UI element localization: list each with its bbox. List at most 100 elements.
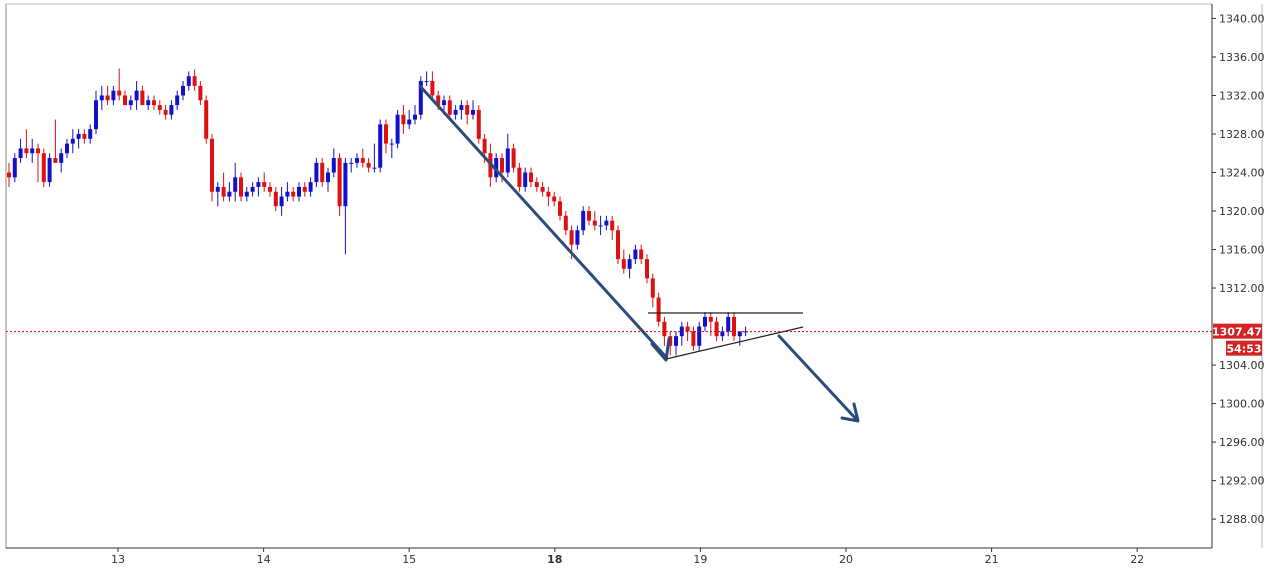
candle-body: [616, 230, 620, 260]
candle-body: [604, 220, 609, 226]
candle-body: [70, 138, 75, 144]
bearish-candle: [384, 119, 388, 154]
bearish-candle: [534, 177, 539, 192]
candle-body: [41, 153, 46, 183]
bullish-candle: [627, 254, 632, 279]
candle-body: [674, 336, 678, 346]
candle-body: [239, 177, 243, 197]
bullish-candle: [349, 158, 354, 173]
candles: [7, 68, 748, 356]
candle-body: [320, 162, 325, 183]
candle-body: [24, 148, 29, 154]
x-tick-label: 21: [985, 553, 999, 566]
triangle-bottom-line: [665, 326, 804, 360]
candle-body: [413, 114, 417, 120]
bearish-candle: [7, 162, 11, 187]
candle-body: [308, 182, 313, 192]
bullish-candle: [227, 182, 232, 202]
bearish-candle: [291, 186, 296, 202]
bullish-candle: [604, 215, 609, 231]
candle-body: [384, 124, 388, 144]
bearish-candle: [616, 225, 620, 264]
drawings: [418, 84, 860, 423]
candle-body: [227, 191, 232, 197]
bearish-candle: [239, 172, 243, 202]
bearish-candle: [563, 211, 568, 236]
bullish-candle: [297, 182, 301, 202]
bullish-candle: [279, 186, 284, 216]
bullish-candle: [424, 71, 429, 86]
candle-body: [621, 259, 626, 269]
candle-body: [401, 114, 406, 125]
candle-body: [355, 158, 359, 163]
candle-body: [453, 109, 458, 115]
bearish-candle: [204, 95, 209, 144]
bearish-candle: [401, 105, 406, 134]
bearish-candle: [592, 211, 597, 231]
candle-body: [53, 158, 58, 163]
bearish-candle: [610, 215, 615, 240]
bullish-candle: [65, 138, 69, 159]
bearish-candle: [662, 316, 667, 346]
candle-body: [697, 326, 702, 346]
bullish-candle: [413, 105, 417, 125]
y-tick-label: 1324.00: [1219, 166, 1265, 179]
bearish-candle: [117, 68, 122, 101]
bullish-candle: [111, 85, 116, 106]
bullish-candle: [215, 182, 220, 207]
y-tick-label: 1328.00: [1219, 128, 1265, 141]
bearish-candle: [210, 133, 214, 202]
bearish-candle: [645, 254, 649, 284]
candle-body: [349, 162, 354, 164]
bearish-candle: [691, 326, 696, 351]
bullish-candle: [459, 100, 464, 120]
bearish-candle: [714, 316, 719, 341]
bearish-candle: [198, 81, 203, 106]
bearish-candle: [320, 158, 325, 187]
candle-body: [291, 191, 296, 197]
trend-arrow-down-head: [650, 337, 671, 362]
candle-body: [192, 76, 197, 86]
candle-body: [152, 100, 156, 106]
bearish-candle: [152, 95, 156, 110]
bearish-candle: [157, 100, 162, 115]
candle-body: [30, 148, 35, 154]
candle-body: [691, 331, 696, 346]
candle-body: [708, 316, 713, 322]
candle-body: [395, 114, 400, 144]
candle-body: [389, 143, 394, 145]
candle-body: [198, 85, 203, 101]
bullish-candle: [389, 138, 394, 159]
bullish-candle: [175, 90, 180, 110]
bullish-candle: [256, 177, 261, 197]
candle-body: [244, 191, 249, 197]
candle-body: [679, 326, 684, 337]
candle-body: [743, 331, 748, 333]
candle-body: [285, 191, 290, 197]
candle-body: [587, 211, 591, 221]
x-axis-ticks: 13 14 15 18 19 20 21 22: [111, 548, 1144, 566]
candle-body: [703, 316, 707, 327]
bullish-candle: [343, 158, 348, 255]
candle-body: [88, 129, 93, 139]
candle-body: [645, 259, 649, 279]
candle-body: [465, 105, 470, 115]
candle-body: [262, 182, 267, 187]
candle-body: [175, 95, 180, 106]
candle-body: [575, 230, 580, 245]
candle-body: [517, 167, 522, 187]
bullish-candle: [18, 138, 23, 163]
bearish-candle: [360, 148, 365, 168]
current-price-label-bg: [1213, 323, 1262, 339]
bearish-candle: [529, 167, 533, 187]
bullish-candle: [47, 153, 52, 187]
bullish-candle: [581, 206, 586, 236]
bearish-candle: [262, 172, 267, 192]
bearish-candle: [105, 85, 110, 106]
candle-body: [418, 81, 423, 115]
candle-body: [482, 138, 487, 154]
candle-body: [221, 186, 226, 197]
y-tick-label: 1340.00: [1219, 12, 1265, 25]
bullish-candle: [523, 167, 528, 192]
